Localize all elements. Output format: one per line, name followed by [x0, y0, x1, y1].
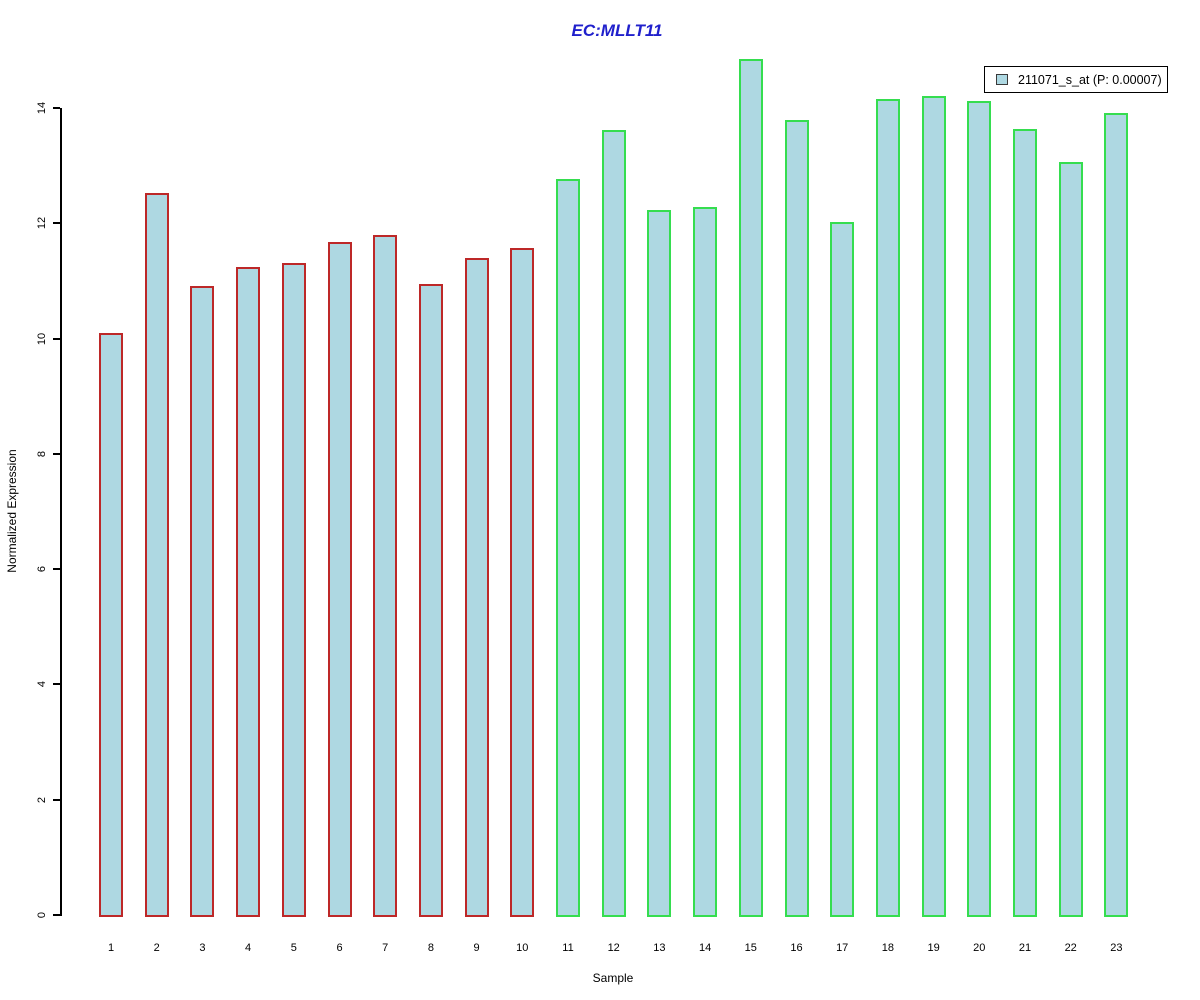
x-tick-label-10: 10: [516, 942, 529, 954]
bar-sample-16: [784, 120, 809, 917]
y-axis-line: [60, 108, 62, 916]
bar-sample-20: [967, 101, 992, 917]
y-tick-label-2: 2: [36, 796, 48, 803]
x-tick-label-4: 4: [245, 942, 252, 954]
x-tick-label-13: 13: [653, 942, 666, 954]
x-tick-label-12: 12: [607, 942, 620, 954]
y-tick-label-4: 4: [36, 681, 48, 688]
bar-sample-5: [281, 263, 306, 917]
y-tick-12: [53, 222, 60, 225]
legend: 211071_s_at (P: 0.00007): [984, 66, 1168, 93]
bar-sample-22: [1058, 162, 1083, 917]
y-tick-2: [53, 798, 60, 801]
bar-sample-21: [1013, 128, 1037, 917]
y-tick-10: [53, 337, 60, 340]
y-tick-label-6: 6: [36, 566, 48, 573]
x-tick-label-14: 14: [698, 942, 712, 954]
x-tick-label-6: 6: [336, 942, 343, 954]
y-axis-label: Normalized Expression: [5, 449, 19, 573]
bar-sample-9: [464, 257, 489, 917]
x-tick-label-19: 19: [927, 942, 940, 954]
bar-sample-15: [738, 59, 763, 917]
x-tick-label-8: 8: [427, 942, 434, 954]
y-tick-14: [53, 107, 60, 110]
x-tick-label-21: 21: [1018, 942, 1032, 954]
x-tick-label-23: 23: [1110, 942, 1123, 954]
bar-sample-12: [601, 129, 626, 917]
y-tick-4: [53, 683, 60, 686]
bar-sample-14: [693, 207, 718, 917]
x-axis-label: Sample: [592, 971, 634, 985]
y-tick-8: [53, 452, 60, 455]
bar-sample-19: [921, 95, 946, 917]
x-tick-label-22: 22: [1064, 942, 1077, 954]
y-tick-label-10: 10: [36, 332, 48, 345]
x-tick-label-16: 16: [790, 942, 803, 954]
y-tick-label-0: 0: [36, 911, 48, 919]
bar-sample-6: [327, 241, 352, 917]
y-tick-label-14: 14: [36, 101, 48, 115]
y-tick-label-8: 8: [36, 450, 48, 457]
bar-sample-23: [1104, 113, 1129, 917]
legend-label: 211071_s_at (P: 0.00007): [1018, 72, 1162, 87]
x-tick-label-18: 18: [881, 942, 895, 954]
x-tick-label-11: 11: [562, 942, 574, 954]
bar-sample-8: [418, 283, 443, 917]
y-tick-0: [53, 914, 60, 916]
bar-sample-4: [236, 267, 261, 917]
x-tick-label-5: 5: [290, 942, 297, 954]
bar-sample-2: [144, 192, 169, 917]
x-tick-label-2: 2: [153, 942, 160, 954]
chart-title: EC:MLLT11: [571, 21, 663, 40]
bar-sample-13: [647, 210, 672, 917]
x-tick-label-3: 3: [199, 942, 206, 954]
x-tick-label-17: 17: [836, 942, 849, 954]
x-tick-label-9: 9: [473, 942, 480, 954]
bar-sample-10: [510, 248, 535, 917]
bar-sample-1: [99, 332, 123, 917]
x-tick-label-7: 7: [382, 942, 389, 954]
bar-sample-17: [830, 222, 855, 917]
bar-sample-18: [875, 98, 900, 917]
bar-sample-7: [373, 234, 398, 917]
y-tick-6: [53, 568, 60, 571]
x-tick-label-1: 1: [107, 942, 115, 954]
bar-sample-11: [556, 178, 580, 917]
x-tick-label-15: 15: [744, 942, 757, 954]
bar-sample-3: [190, 286, 215, 917]
legend-swatch: [996, 74, 1008, 85]
x-tick-label-20: 20: [973, 942, 986, 954]
y-tick-label-12: 12: [36, 217, 48, 230]
